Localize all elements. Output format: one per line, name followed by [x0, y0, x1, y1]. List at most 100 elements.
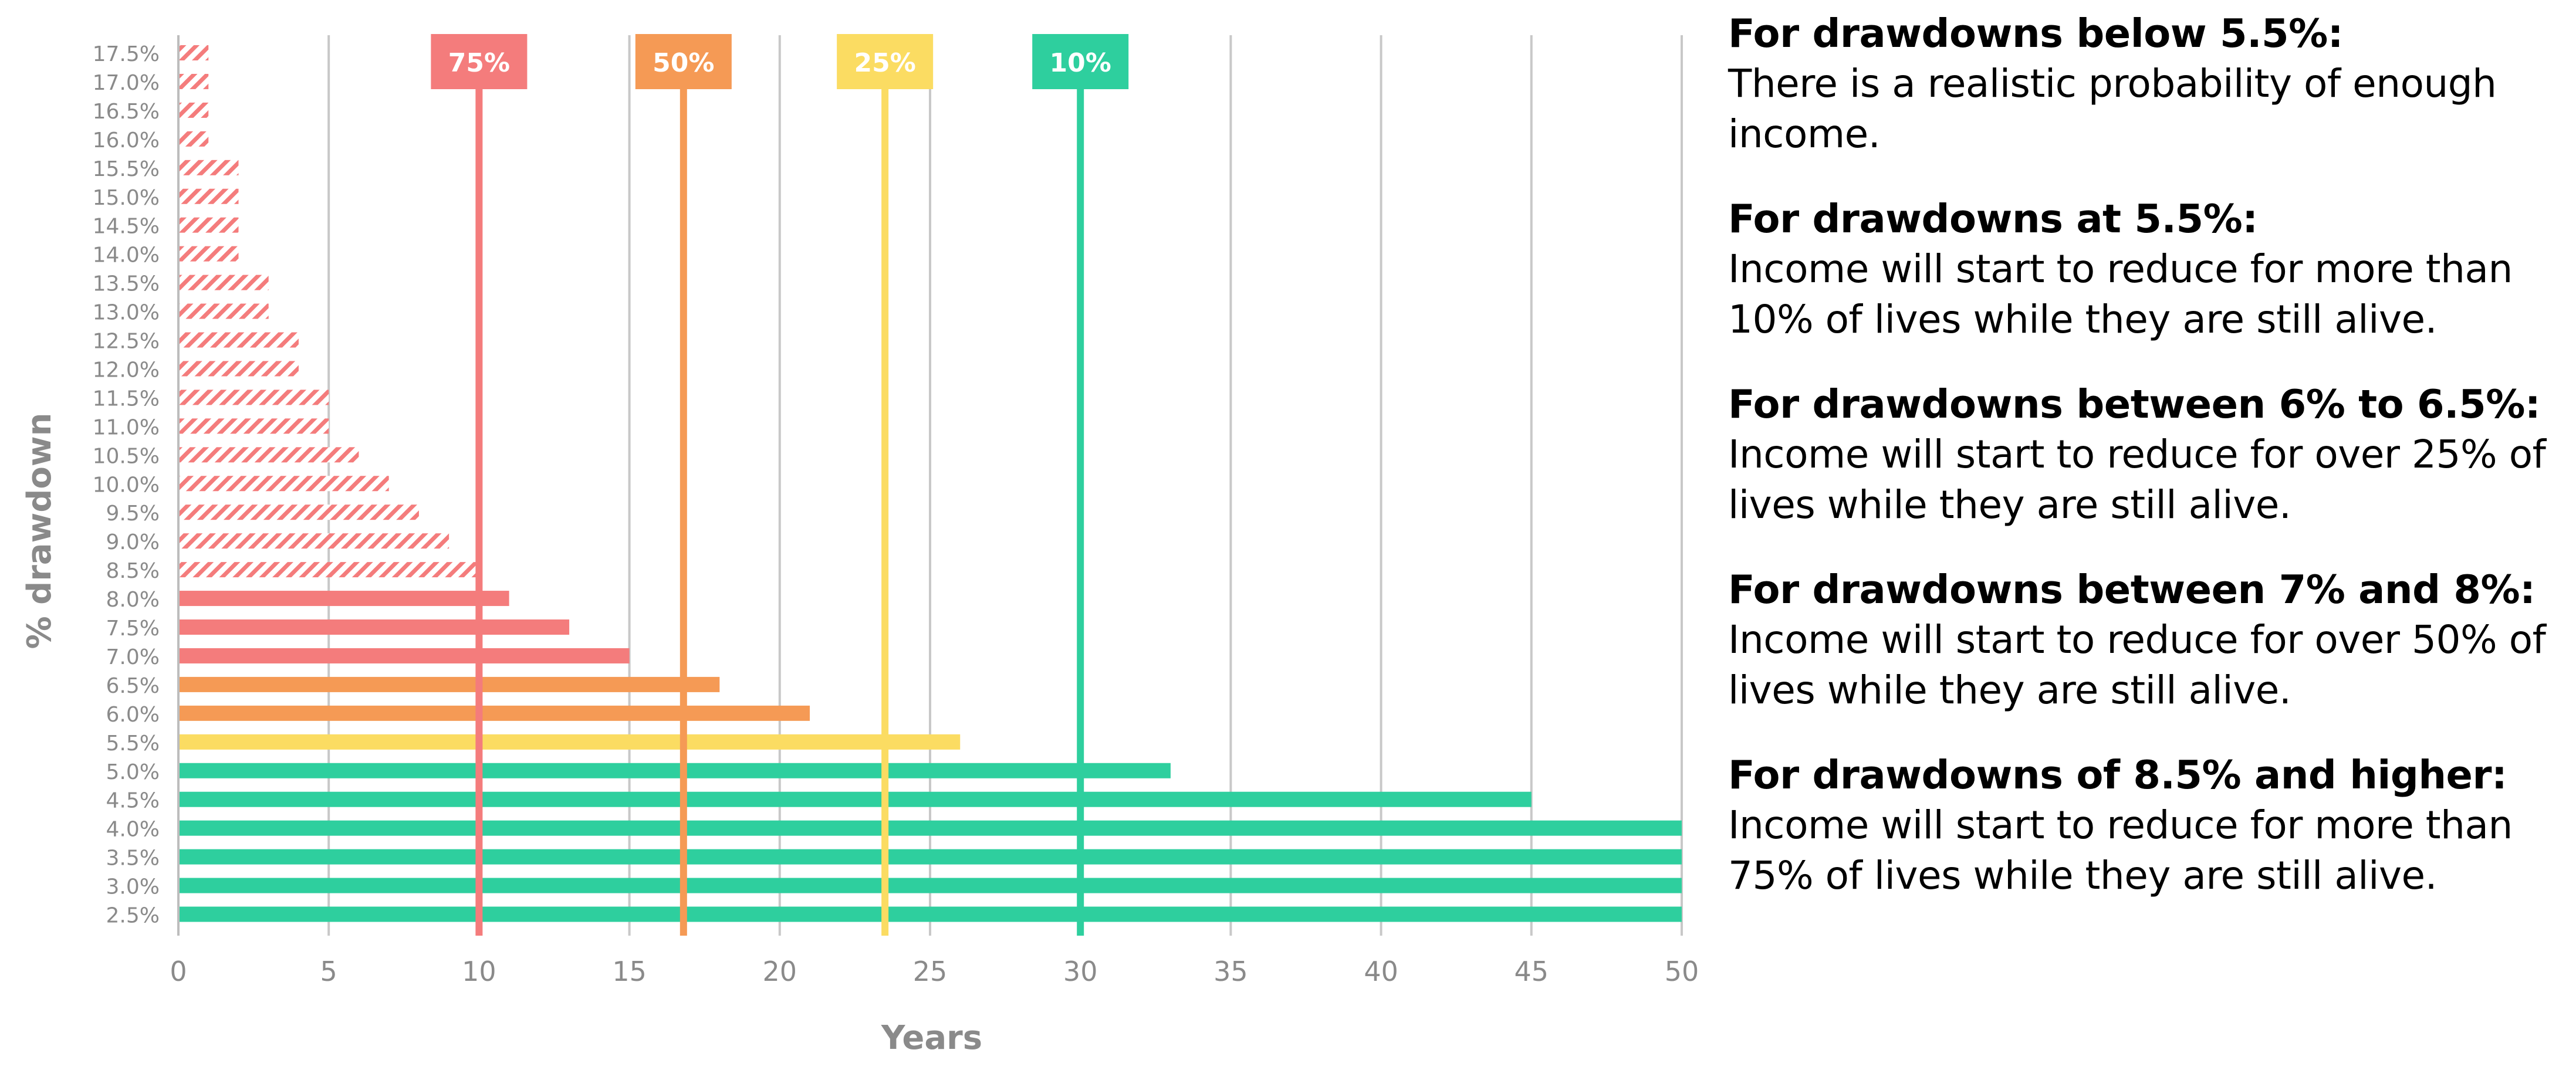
y-tick-label: 12.5%: [93, 330, 160, 354]
y-tick-label: 17.5%: [93, 42, 160, 66]
y-tick-label: 10.0%: [93, 473, 160, 497]
reference-label-box: [635, 34, 732, 89]
note-block: For drawdowns between 6% to 6.5%: Income …: [1728, 379, 2567, 530]
x-tick-label: 50: [1665, 956, 1699, 987]
bar: [178, 820, 1682, 836]
bar: [178, 676, 720, 692]
bar: [178, 533, 449, 549]
bar: [178, 102, 209, 118]
y-tick-label: 9.5%: [106, 502, 160, 526]
note-heading: For drawdowns below 5.5%:: [1728, 11, 2344, 56]
x-tick-label: 20: [763, 956, 797, 987]
x-axis-title: Years: [881, 1019, 982, 1057]
y-tick-label: 6.0%: [106, 703, 160, 727]
note-body: Income will start to reduce for more tha…: [1728, 802, 2513, 898]
y-tick-label: 12.0%: [93, 358, 160, 382]
reference-label: 75%: [448, 48, 510, 78]
y-tick-label: 4.0%: [106, 818, 160, 842]
reference-label: 50%: [653, 48, 714, 78]
bar: [178, 591, 509, 607]
bar: [178, 476, 389, 492]
y-tick-label: 7.5%: [106, 617, 160, 641]
bar: [178, 217, 239, 233]
y-tick-label: 8.0%: [106, 588, 160, 612]
y-tick-label: 17.0%: [93, 71, 160, 95]
y-tick-label: 13.0%: [93, 301, 160, 325]
note-heading: For drawdowns of 8.5% and higher:: [1728, 752, 2507, 798]
drawdown-notes: For drawdowns below 5.5%: There is a real…: [1728, 8, 2567, 935]
reference-label-box: [1032, 34, 1129, 89]
x-tick-label: 35: [1213, 956, 1248, 987]
y-tick-label: 14.5%: [93, 215, 160, 239]
x-tick-label: 5: [320, 956, 337, 987]
bars: [178, 45, 1682, 922]
x-tick-label: 25: [913, 956, 948, 987]
y-tick-label: 7.0%: [106, 645, 160, 669]
x-tick-label: 40: [1364, 956, 1398, 987]
y-tick-label: 16.5%: [93, 100, 160, 124]
x-tick-label: 0: [170, 956, 187, 987]
bar: [178, 332, 299, 348]
bar: [178, 303, 269, 319]
note-body: Income will start to reduce for more tha…: [1728, 246, 2513, 342]
y-tick-label: 3.0%: [106, 875, 160, 899]
bar: [178, 45, 209, 60]
y-tick-label: 4.5%: [106, 789, 160, 813]
y-tick-label: 5.0%: [106, 760, 160, 784]
reference-label: 10%: [1050, 48, 1111, 78]
bar: [178, 418, 329, 434]
y-tick-label: 11.0%: [93, 415, 160, 439]
bar: [178, 131, 209, 147]
y-tick-label: 3.5%: [106, 846, 160, 871]
x-tick-label: 30: [1063, 956, 1098, 987]
bar: [178, 361, 299, 377]
note-body: Income will start to reduce for over 25%…: [1728, 432, 2546, 527]
y-tick-label: 2.5%: [106, 904, 160, 928]
note-heading: For drawdowns at 5.5%:: [1728, 196, 2258, 242]
y-tick-label: 15.0%: [93, 186, 160, 210]
bar: [178, 734, 961, 750]
bar: [178, 447, 359, 463]
y-tick-label: 14.0%: [93, 243, 160, 268]
y-tick-label: 11.5%: [93, 387, 160, 411]
y-tick-label: 10.5%: [93, 444, 160, 468]
bar: [178, 648, 630, 663]
reference-lines: 75% 50% 25% 10%: [431, 34, 1129, 936]
bar: [178, 763, 1171, 778]
note-block: For drawdowns between 7% and 8%: Income w…: [1728, 564, 2567, 716]
y-axis-title: % drawdown: [21, 413, 59, 649]
y-tick-label: 6.5%: [106, 674, 160, 698]
y-tick-label: 9.0%: [106, 530, 160, 554]
bar: [178, 849, 1682, 865]
bar: [178, 73, 209, 89]
note-heading: For drawdowns between 7% and 8%:: [1728, 567, 2536, 612]
reference-label: 25%: [854, 48, 915, 78]
bar: [178, 390, 329, 405]
y-tick-label: 16.0%: [93, 128, 160, 153]
note-block: For drawdowns below 5.5%: There is a real…: [1728, 8, 2567, 160]
note-block: For drawdowns of 8.5% and higher: Income …: [1728, 750, 2567, 901]
y-tick-label: 8.5%: [106, 559, 160, 583]
y-tick-label: 13.5%: [93, 272, 160, 296]
axes: 0 5 10 15 20 25 30 35 40 45 50 2.5% 3.0% 3.5% 4.0% 4.5%…: [93, 35, 1699, 987]
bar: [178, 562, 479, 578]
note-body: There is a realistic probability of enou…: [1728, 61, 2497, 157]
x-tick-label: 10: [462, 956, 496, 987]
x-tick-label: 45: [1515, 956, 1549, 987]
note-heading: For drawdowns between 6% to 6.5%:: [1728, 381, 2541, 427]
bar: [178, 504, 419, 520]
bar: [178, 878, 1682, 893]
bar: [178, 619, 570, 635]
bar: [178, 791, 1532, 807]
reference-label-box: [431, 34, 528, 89]
x-tick-label: 15: [612, 956, 647, 987]
bar: [178, 705, 810, 721]
y-tick-label: 15.5%: [93, 157, 160, 181]
bar: [178, 246, 239, 262]
reference-label-box: [837, 34, 934, 89]
drawdown-chart: 75% 50% 25% 10% 0 5 10 15 20 25 30 35 40 45 50 2.5% 3.0…: [21, 34, 1699, 1057]
note-body: Income will start to reduce for over 50%…: [1728, 617, 2546, 713]
bar: [178, 188, 239, 204]
bar: [178, 275, 269, 290]
note-block: For drawdowns at 5.5%: Income will start …: [1728, 194, 2567, 345]
